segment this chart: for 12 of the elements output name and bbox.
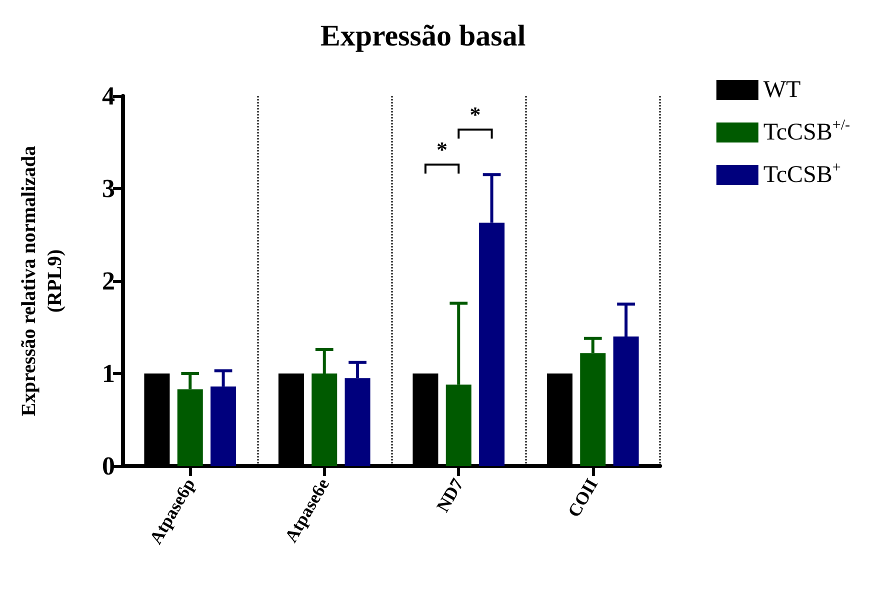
y-tick-label: 3 <box>102 174 115 203</box>
legend-label: TcCSB+/- <box>763 118 850 146</box>
chart-title: Expressão basal <box>320 20 526 52</box>
y-tick-label: 0 <box>102 452 115 480</box>
y-tick-label: 2 <box>102 266 115 296</box>
y-tick-label: 4 <box>102 82 115 110</box>
y-axis-title: Expressão relativa normalizada (RPL9) <box>18 146 66 416</box>
y-tick-label: 1 <box>102 359 115 388</box>
annotation: * <box>470 102 481 128</box>
legend-label: TcCSB+ <box>763 160 841 188</box>
legend-label: WT <box>763 77 802 103</box>
annotation: * <box>436 137 448 162</box>
